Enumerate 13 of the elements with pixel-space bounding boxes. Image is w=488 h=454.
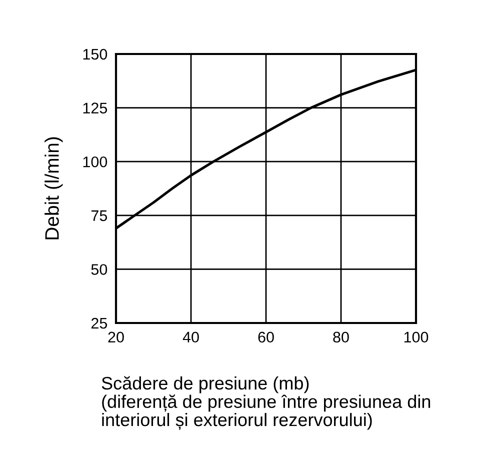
x-tick-label: 80	[333, 332, 349, 343]
y-tick-label: 150	[83, 48, 108, 60]
y-tick-label: 25	[91, 318, 108, 329]
x-axis-title: Scădere de presiune (mb) (diferență de presiune între presiunea din interiorul și exteriorul rezervorului)	[102, 376, 430, 430]
x-tick-label: 100	[404, 332, 428, 343]
x-tick-label: 40	[182, 332, 199, 343]
y-tick-label: 50	[91, 264, 108, 275]
y-axis-title: Debit (l/min)	[44, 137, 63, 240]
x-tick-label: 60	[258, 332, 274, 343]
y-tick-label: 125	[83, 102, 108, 114]
y-tick-label: 100	[83, 156, 108, 168]
y-tick-label: 75	[91, 210, 108, 222]
x-tick-label: 20	[108, 332, 124, 343]
